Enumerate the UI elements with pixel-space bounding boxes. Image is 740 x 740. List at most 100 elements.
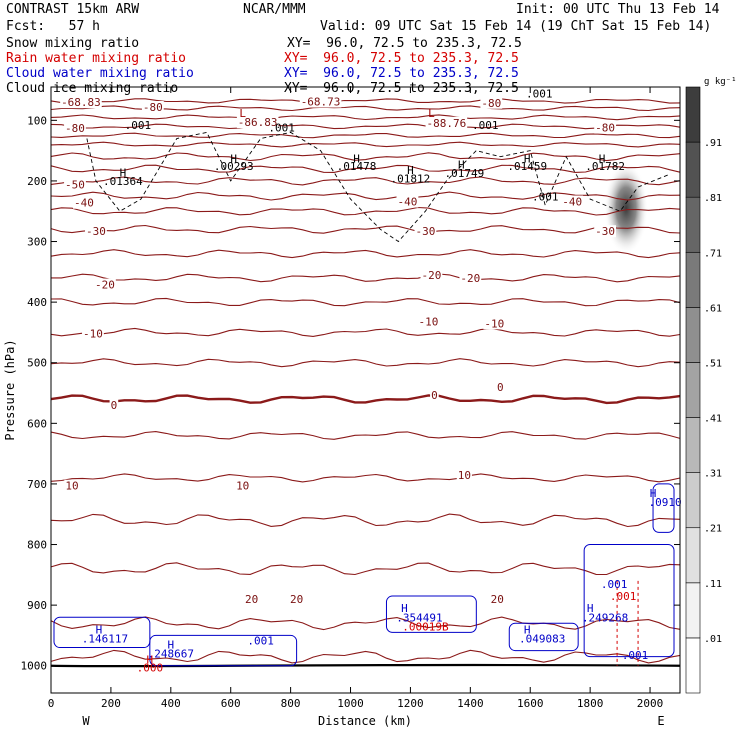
temperature-contour-line	[50, 394, 681, 405]
cloud-water-contours	[53, 483, 675, 667]
temperature-label: -10	[83, 328, 103, 341]
temperature-contour-line	[50, 152, 681, 162]
temperature-contour-line	[50, 297, 681, 307]
temperature-label: -20	[95, 279, 115, 292]
extremum-value: .249268	[582, 611, 628, 624]
temperature-label: -86.83	[238, 116, 278, 129]
extremum-value: .049083	[519, 632, 565, 645]
extremum-marker: H	[167, 639, 174, 652]
temperature-contour-line	[50, 224, 681, 234]
extremum-marker: L	[428, 107, 435, 120]
temperature-contours	[50, 98, 681, 668]
temperature-label-bg	[244, 593, 260, 606]
ice-mixing-ratio-shading	[604, 162, 649, 255]
temperature-label: -40	[74, 197, 94, 210]
temperature-label: 10	[65, 480, 78, 493]
temperature-label: -80	[595, 122, 615, 135]
temperature-label-bg	[456, 468, 472, 481]
temperature-label: -30	[86, 225, 106, 238]
temperature-label-bg	[420, 268, 443, 281]
y-tick-label: 700	[27, 478, 47, 491]
temperature-label-bg	[73, 196, 95, 209]
extremum-value: .01459	[507, 160, 547, 173]
temperature-contour-line	[50, 98, 681, 104]
y-tick-label: 100	[27, 114, 47, 127]
colorbar-segment	[685, 582, 701, 639]
temperature-label: 10	[458, 469, 471, 482]
temperature-contour-line	[50, 132, 681, 139]
extremum-marker: L	[239, 107, 246, 120]
temperature-label: 20	[491, 593, 504, 606]
temperature-contour-line	[50, 176, 681, 186]
x-tick-label: 1800	[577, 697, 604, 710]
field-rain-xy: XY= 96.0, 72.5 to 235.3, 72.5	[284, 51, 519, 66]
temperature-label-bg	[64, 122, 86, 135]
temperature-label-bg	[425, 116, 468, 129]
temperature-label-bg	[414, 225, 437, 238]
temperature-contour-line	[50, 513, 681, 528]
temperature-contour-line	[50, 358, 681, 368]
temperature-label-bg	[489, 593, 505, 606]
temperature-label-bg	[64, 178, 86, 191]
extremum-value: .146117	[82, 632, 128, 645]
y-tick-label: 500	[27, 357, 47, 370]
temperature-contour-line	[50, 616, 681, 631]
temperature-contour-line	[50, 206, 681, 216]
temperature-label-bg	[594, 121, 617, 134]
field-rain-name: Rain water mixing ratio	[6, 51, 187, 66]
colorbar-segment	[685, 251, 701, 308]
contour-value-label: .001	[526, 88, 553, 101]
header-init: Init: 00 UTC Thu 13 Feb 14	[516, 2, 720, 17]
extremum-marker: H	[524, 153, 531, 166]
extremum-marker: H	[407, 164, 414, 177]
extremum-value: .01782	[585, 160, 625, 173]
field-cloudice-xy: XY= 96.0, 72.5 to 235.3, 72.5	[284, 81, 519, 96]
field-cloudwater-name: Cloud water mixing ratio	[6, 66, 194, 81]
colorbar-segment	[685, 307, 701, 363]
temperature-label: 0	[431, 389, 438, 402]
colorbar-segment	[685, 417, 701, 473]
extremum-value: .000	[137, 662, 164, 675]
colorbar-label: .51	[704, 358, 722, 369]
colorbar-unit: g kg⁻¹	[704, 77, 737, 87]
temperature-label-bg	[561, 195, 584, 208]
extremum-marker: H	[650, 487, 657, 500]
x-tick-label: 800	[281, 697, 301, 710]
temperature-contour-line	[50, 114, 681, 121]
x-tick-label: 1400	[457, 697, 484, 710]
colorbar-label: .91	[704, 138, 722, 149]
colorbar-segment	[685, 527, 701, 584]
temperature-label-bg	[60, 96, 102, 109]
contour-value-label: .00019B	[402, 620, 449, 633]
temperature-label: -50	[65, 179, 85, 192]
temperature-label: -10	[418, 316, 438, 329]
cloud-water-contour	[583, 544, 675, 658]
temperature-label-bg	[235, 479, 251, 492]
temperature-contour-line	[50, 164, 681, 173]
extremum-marker: H	[147, 654, 154, 667]
temperature-label-bg	[141, 100, 164, 113]
cloud-water-contour	[508, 622, 579, 652]
x-tick-label: 1000	[337, 697, 364, 710]
field-snow-xy: XY= 96.0, 72.5 to 235.3, 72.5	[287, 36, 522, 51]
temperature-label-bg	[64, 479, 80, 492]
temperature-label: 0	[111, 399, 118, 412]
contour-value-label: .001	[268, 122, 295, 135]
colorbar-segment	[685, 637, 701, 694]
temperature-label-bg	[594, 225, 617, 238]
colorbar-label: .41	[704, 414, 722, 425]
temperature-label: 20	[245, 593, 258, 606]
temperature-label-bg	[495, 380, 505, 393]
y-tick-label: 300	[27, 236, 47, 249]
snow-contour-line	[86, 131, 669, 243]
extremum-marker: H	[96, 623, 103, 636]
y-axis-label: Pressure (hPa)	[3, 339, 17, 440]
extremum-marker: H	[599, 153, 606, 166]
temperature-label-bg	[289, 593, 305, 606]
colorbar-label: .01	[704, 634, 722, 645]
temperature-contour-line	[50, 141, 681, 148]
temperature-label: -30	[595, 225, 615, 238]
temperature-label-bg	[236, 116, 279, 129]
temperature-contour-line	[50, 431, 681, 440]
